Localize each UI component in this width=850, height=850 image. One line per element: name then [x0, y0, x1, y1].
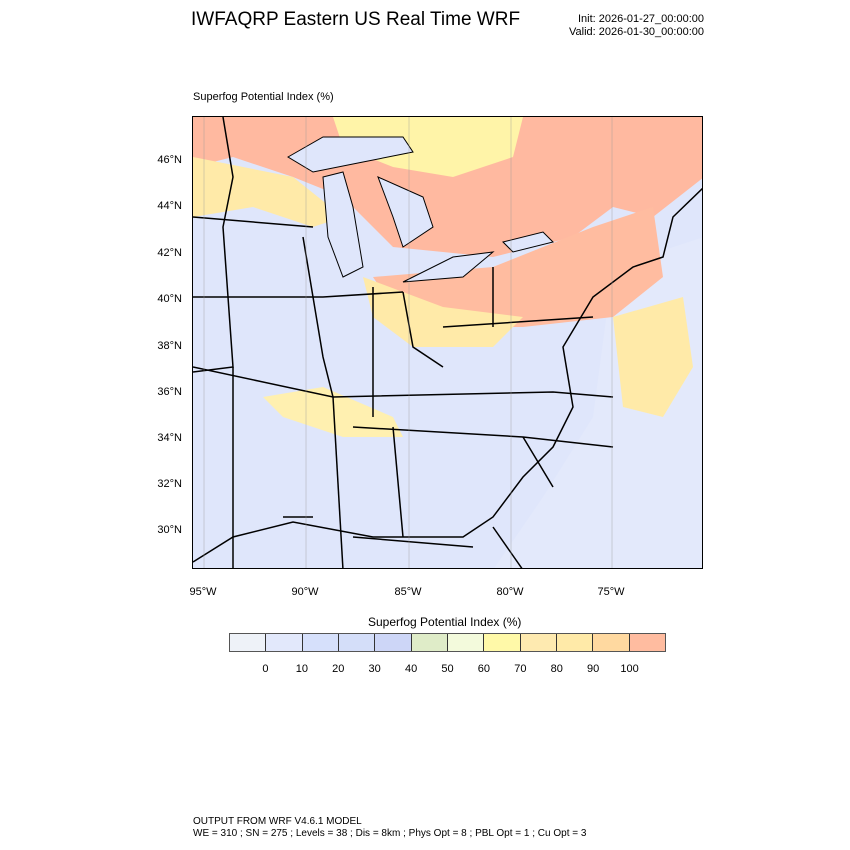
colorbar-swatch: [447, 634, 485, 651]
colorbar-label: 10: [295, 663, 308, 675]
colorbar-swatch: [338, 634, 376, 651]
colorbar-swatch: [266, 634, 303, 651]
lat-label: 46°N: [157, 154, 182, 166]
lake-huron: [377, 176, 434, 248]
valid-time: Valid: 2026-01-30_00:00:00: [569, 26, 704, 38]
colorbar-title: Superfog Potential Index (%): [368, 615, 522, 629]
coastline: [193, 187, 702, 563]
lat-label: 42°N: [157, 247, 182, 259]
lat-label: 44°N: [157, 200, 182, 212]
lat-label: 34°N: [157, 432, 182, 444]
map-svg: [193, 117, 702, 568]
colorbar-label: 80: [550, 663, 563, 675]
colorbar-label: 70: [514, 663, 527, 675]
lake-michigan: [322, 171, 364, 278]
colorbar: [229, 633, 666, 652]
colorbar-label: 50: [441, 663, 454, 675]
lon-label: 80°W: [496, 586, 524, 598]
colorbar-label: 40: [404, 663, 418, 675]
colorbar-swatch: [302, 634, 339, 651]
map-panel: [192, 116, 703, 569]
colorbar-swatch: [375, 634, 412, 651]
lake-superior: [287, 136, 414, 173]
lat-label: 38°N: [157, 340, 182, 352]
colorbar-swatch: [629, 634, 665, 651]
lon-label: 95°W: [189, 586, 217, 598]
canada-yellow-region: [333, 117, 523, 177]
field-label: Superfog Potential Index (%): [193, 91, 334, 103]
colorbar-swatch: [230, 634, 267, 651]
colorbar-swatch: [520, 634, 557, 651]
midwest-mid-region: [193, 157, 343, 227]
lat-label: 30°N: [157, 524, 182, 536]
graticule: [203, 117, 613, 568]
plot-title: IWFAQRP Eastern US Real Time WRF: [191, 9, 521, 30]
lon-label: 90°W: [291, 586, 319, 598]
state-boundaries: [193, 117, 614, 568]
init-time: Init: 2026-01-27_00:00:00: [578, 13, 704, 25]
colorbar-label: 100: [620, 663, 639, 675]
time-info: Init: 2026-01-27_00:00:00 Valid: 2026-01…: [569, 13, 704, 39]
south-mid-region: [263, 387, 403, 437]
offshore-mid-region: [613, 297, 693, 417]
colorbar-swatch: [593, 634, 630, 651]
colorbar-label: 30: [368, 663, 381, 675]
northeast-high-region: [373, 207, 663, 327]
footer-model: OUTPUT FROM WRF V4.6.1 MODEL: [193, 816, 362, 827]
colorbar-swatch: [556, 634, 594, 651]
colorbar-label: 60: [477, 663, 491, 675]
lon-label: 85°W: [394, 586, 422, 598]
lon-label: 75°W: [597, 586, 625, 598]
lake-ontario: [502, 231, 554, 253]
colorbar-label: 0: [262, 663, 269, 675]
colorbar-swatch: [411, 634, 448, 651]
colorbar-swatch: [484, 634, 521, 651]
colorbar-label: 20: [332, 663, 345, 675]
lat-label: 40°N: [157, 293, 182, 305]
lake-erie: [402, 251, 495, 283]
footer: OUTPUT FROM WRF V4.6.1 MODEL WE = 310 ; …: [193, 816, 586, 840]
colorbar-label: 90: [587, 663, 600, 675]
lat-label: 32°N: [157, 478, 182, 490]
lat-label: 36°N: [157, 386, 182, 398]
footer-config: WE = 310 ; SN = 275 ; Levels = 38 ; Dis …: [193, 828, 587, 839]
